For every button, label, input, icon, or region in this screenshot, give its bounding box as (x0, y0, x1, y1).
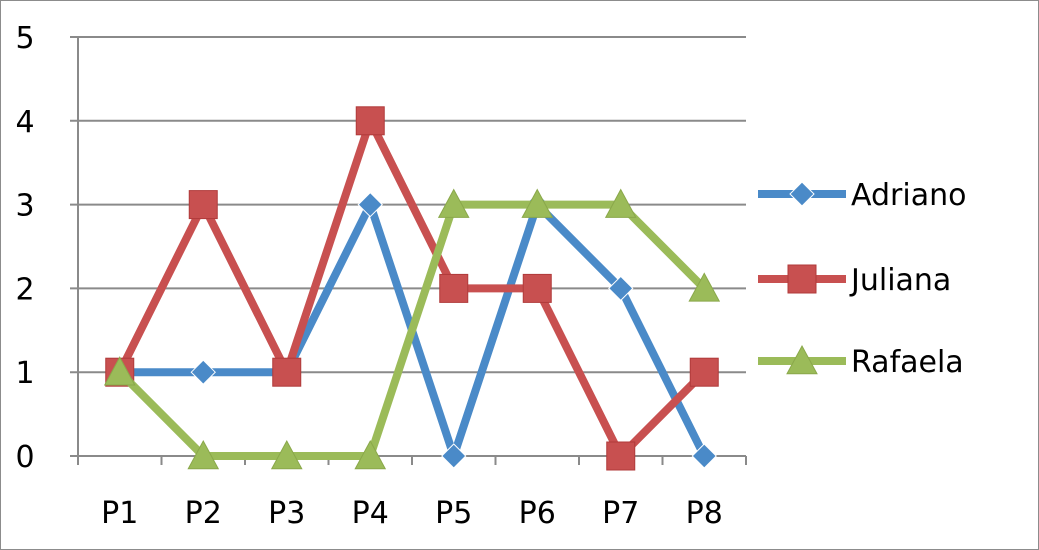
y-tick-label-2: 2 (15, 272, 34, 307)
point-juliana-p4 (355, 106, 385, 136)
legend-marker-rafaela (786, 344, 818, 375)
legend-label-adriano: Adriano (851, 178, 966, 213)
point-juliana-p8 (689, 357, 719, 387)
x-tick-label-p8: P8 (686, 496, 723, 531)
legend-item-juliana: Juliana (758, 263, 951, 298)
point-adriano-p5 (441, 443, 467, 469)
point-rafaela-p8 (688, 272, 721, 302)
legend: Adriano Juliana Rafaela (758, 178, 966, 380)
y-axis-tick-labels: 0 1 2 3 4 5 (15, 21, 34, 475)
x-tick-label-p4: P4 (352, 496, 389, 531)
legend-item-adriano: Adriano (758, 178, 966, 213)
point-adriano-p4 (357, 191, 383, 218)
point-adriano-p8 (691, 443, 717, 469)
point-rafaela-p7 (604, 188, 637, 218)
point-adriano-p2 (190, 359, 216, 385)
series-line-juliana (116, 110, 708, 463)
legend-label-rafaela: Rafaela (851, 345, 964, 380)
y-tick-label-0: 0 (15, 440, 34, 475)
x-tick-label-p7: P7 (602, 496, 639, 531)
x-tick-label-p2: P2 (185, 496, 222, 531)
y-tick-label-4: 4 (15, 105, 34, 140)
point-juliana-p3 (272, 357, 302, 387)
x-tick-label-p1: P1 (101, 496, 138, 531)
series-group (103, 106, 721, 471)
x-axis-tick-labels: P1 P2 P3 P4 P5 P6 P7 P8 (101, 496, 723, 531)
x-tick-label-p5: P5 (435, 496, 472, 531)
point-juliana-p2 (188, 190, 218, 220)
series-rafaela (103, 188, 721, 470)
point-rafaela-p2 (187, 439, 220, 470)
point-rafaela-p6 (521, 188, 554, 218)
legend-label-juliana: Juliana (849, 263, 951, 298)
legend-marker-adriano (789, 181, 815, 207)
legend-marker-juliana (787, 264, 817, 294)
point-juliana-p6 (522, 273, 552, 303)
point-rafaela-p3 (270, 439, 303, 470)
point-juliana-p5 (439, 273, 469, 303)
point-rafaela-p5 (437, 188, 470, 218)
y-tick-label-1: 1 (15, 356, 34, 391)
point-rafaela-p1 (103, 356, 136, 386)
legend-item-rafaela: Rafaela (758, 344, 964, 380)
x-tick-label-p3: P3 (268, 496, 305, 531)
y-tick-label-5: 5 (15, 21, 34, 56)
point-adriano-p7 (608, 275, 634, 302)
point-rafaela-p4 (354, 439, 387, 470)
point-juliana-p7 (606, 441, 636, 471)
y-tick-label-3: 3 (15, 189, 34, 224)
axes (70, 37, 747, 465)
series-line-rafaela (116, 200, 708, 460)
x-tick-label-p6: P6 (519, 496, 556, 531)
